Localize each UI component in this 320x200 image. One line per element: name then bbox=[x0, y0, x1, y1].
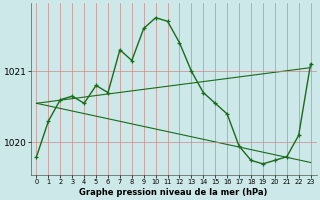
X-axis label: Graphe pression niveau de la mer (hPa): Graphe pression niveau de la mer (hPa) bbox=[79, 188, 268, 197]
